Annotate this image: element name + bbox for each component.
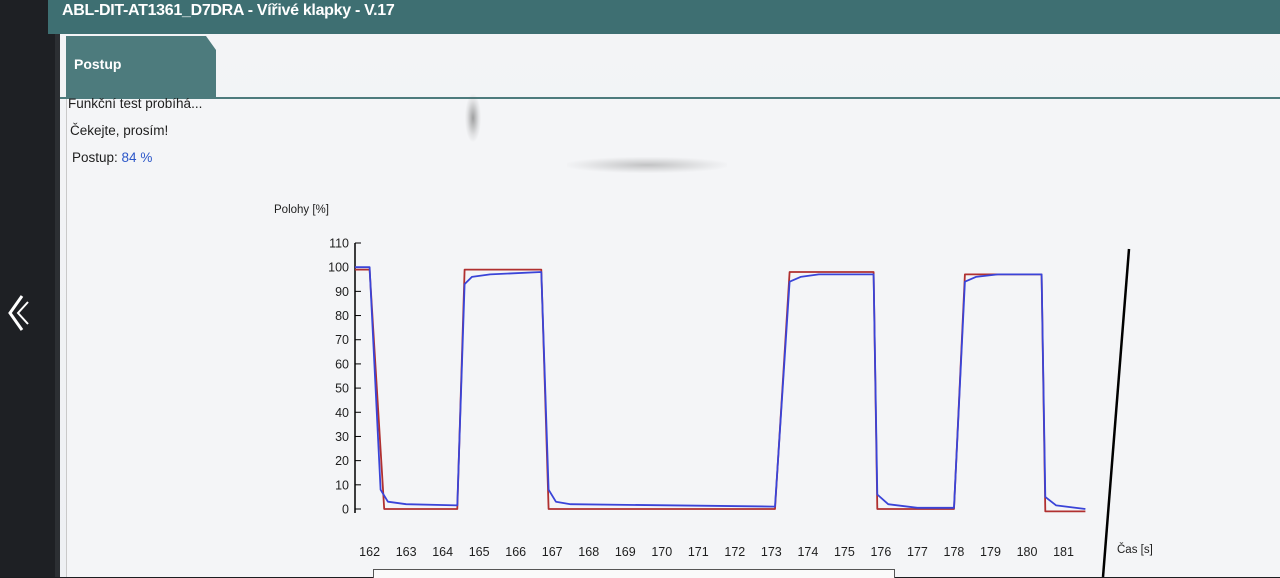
y-tick-label: 50 — [335, 382, 349, 396]
series-line-actual — [355, 266, 1086, 510]
x-axis: 162 163 164 165 166 167 168 169 170 171 172 173 174 1… — [359, 545, 1074, 559]
tab-label: Postup — [74, 56, 122, 72]
x-tick-label: 165 — [469, 545, 490, 559]
x-tick-label: 163 — [396, 545, 417, 559]
bottom-control — [373, 569, 895, 578]
x-tick-label: 179 — [980, 545, 1001, 559]
y-tick-label: 20 — [335, 454, 349, 468]
series-group — [355, 266, 1086, 513]
x-tick-label: 164 — [432, 545, 453, 559]
x-tick-label: 166 — [505, 545, 526, 559]
window-title: ABL-DIT-AT1361_D7DRA - Vířivé klapky - V… — [62, 2, 395, 19]
screen-smudge — [465, 94, 481, 142]
screen-smudge — [567, 157, 727, 173]
left-bezel — [0, 0, 55, 577]
main-screen: Postup Funkční test probíhá... Čekejte, … — [60, 34, 1280, 578]
right-axis-line — [1101, 248, 1131, 577]
x-tick-label: 177 — [907, 545, 928, 559]
x-axis-label: Čas [s] — [1117, 543, 1153, 556]
position-chart: Polohy [%] Čas [s] 0 10 20 30 40 50 60 70 80 90 10… — [274, 204, 1153, 577]
tab-postup[interactable]: Postup — [66, 36, 216, 97]
progress-label: Postup: — [72, 150, 118, 165]
y-tick-label: 40 — [335, 406, 349, 420]
y-axis: 0 10 20 30 40 50 60 70 80 90 100 110 — [328, 237, 361, 517]
y-tick-label: 70 — [335, 333, 349, 347]
x-tick-label: 167 — [542, 545, 563, 559]
x-tick-label: 169 — [615, 545, 636, 559]
x-tick-label: 171 — [688, 545, 709, 559]
y-tick-label: 0 — [342, 503, 349, 517]
x-tick-label: 178 — [944, 545, 965, 559]
status-line-2: Čekejte, prosím! — [70, 123, 169, 138]
status-line-1: Funkční test probíhá... — [68, 96, 203, 111]
x-tick-label: 168 — [578, 545, 599, 559]
x-tick-label: 162 — [359, 545, 380, 559]
x-tick-label: 174 — [797, 545, 818, 559]
tab-divider — [60, 97, 1280, 99]
x-tick-label: 172 — [724, 545, 745, 559]
x-tick-label: 173 — [761, 545, 782, 559]
title-bar: ABL-DIT-AT1361_D7DRA - Vířivé klapky - V… — [48, 0, 1280, 34]
y-tick-label: 10 — [335, 478, 349, 492]
x-tick-label: 176 — [870, 545, 891, 559]
progress-value: 84 % — [121, 150, 153, 165]
x-tick-label: 175 — [834, 545, 855, 559]
back-arrow-icon[interactable] — [6, 292, 40, 334]
content-panel: Funkční test probíhá... Čekejte, prosím!… — [66, 94, 1280, 578]
y-tick-label: 90 — [335, 285, 349, 299]
progress-line: Postup: 84 % — [72, 150, 152, 165]
y-tick-label: 110 — [329, 237, 349, 251]
y-tick-label: 80 — [335, 309, 349, 323]
y-axis-label: Polohy [%] — [274, 204, 329, 216]
y-tick-label: 60 — [335, 357, 349, 371]
x-tick-label: 181 — [1053, 545, 1074, 559]
y-tick-label: 30 — [335, 430, 349, 444]
y-tick-label: 100 — [328, 261, 349, 275]
x-tick-label: 180 — [1017, 545, 1038, 559]
x-tick-label: 170 — [651, 545, 672, 559]
